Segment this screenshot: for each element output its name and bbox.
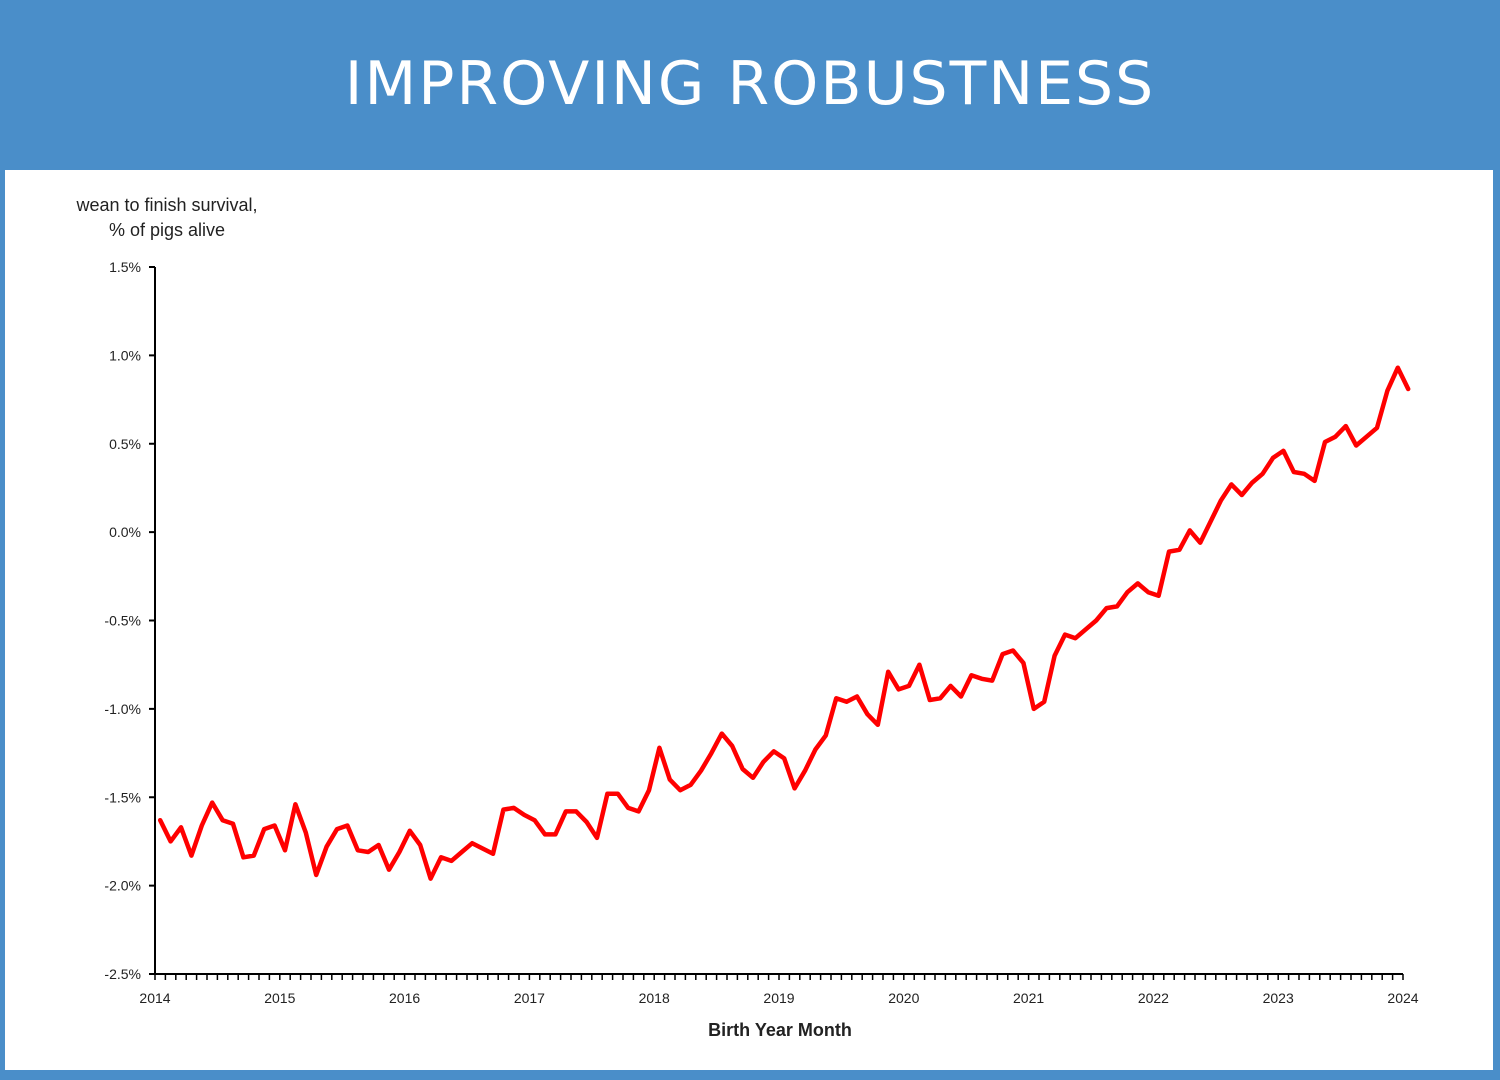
y-tick-label: -2.0% [104,878,141,894]
page-title: IMPROVING ROBUSTNESS [344,49,1156,119]
series-line [157,365,1411,881]
x-tick-label: 2015 [264,990,295,1006]
x-tick-label: 2016 [389,990,420,1006]
x-tick-label: 2017 [514,990,545,1006]
y-axis-title-line2: % of pigs alive [109,220,225,240]
y-tick-label: -0.5% [104,613,141,629]
x-tick-label: 2021 [1013,990,1044,1006]
y-tick-label: 1.0% [109,347,141,363]
x-tick-label: 2019 [763,990,794,1006]
x-tick-label: 2024 [1387,990,1418,1006]
line-chart: wean to finish survival, % of pigs alive… [75,195,1418,1040]
x-tick-label: 2020 [888,990,919,1006]
y-tick-label: -1.5% [104,789,141,805]
x-tick-label: 2014 [139,990,170,1006]
x-tick-label: 2018 [639,990,670,1006]
x-axis-title: Birth Year Month [708,1020,852,1040]
x-tick-label: 2022 [1138,990,1169,1006]
header-banner: IMPROVING ROBUSTNESS [0,0,1500,168]
y-tick-label: -1.0% [104,701,141,717]
y-tick-label: 1.5% [109,259,141,275]
y-axis-title-line1: wean to finish survival, [75,195,257,215]
y-tick-label: -2.5% [104,966,141,982]
series-group [157,365,1411,881]
y-tick-label: 0.0% [109,524,141,540]
chart-panel: wean to finish survival, % of pigs alive… [5,170,1493,1070]
y-tick-label: 0.5% [109,436,141,452]
x-tick-label: 2023 [1263,990,1294,1006]
axes: 1.5% 1.0% 0.5% 0.0% -0.5% -1.0% -1.5% -2.0% -2.5… [104,259,1418,1006]
